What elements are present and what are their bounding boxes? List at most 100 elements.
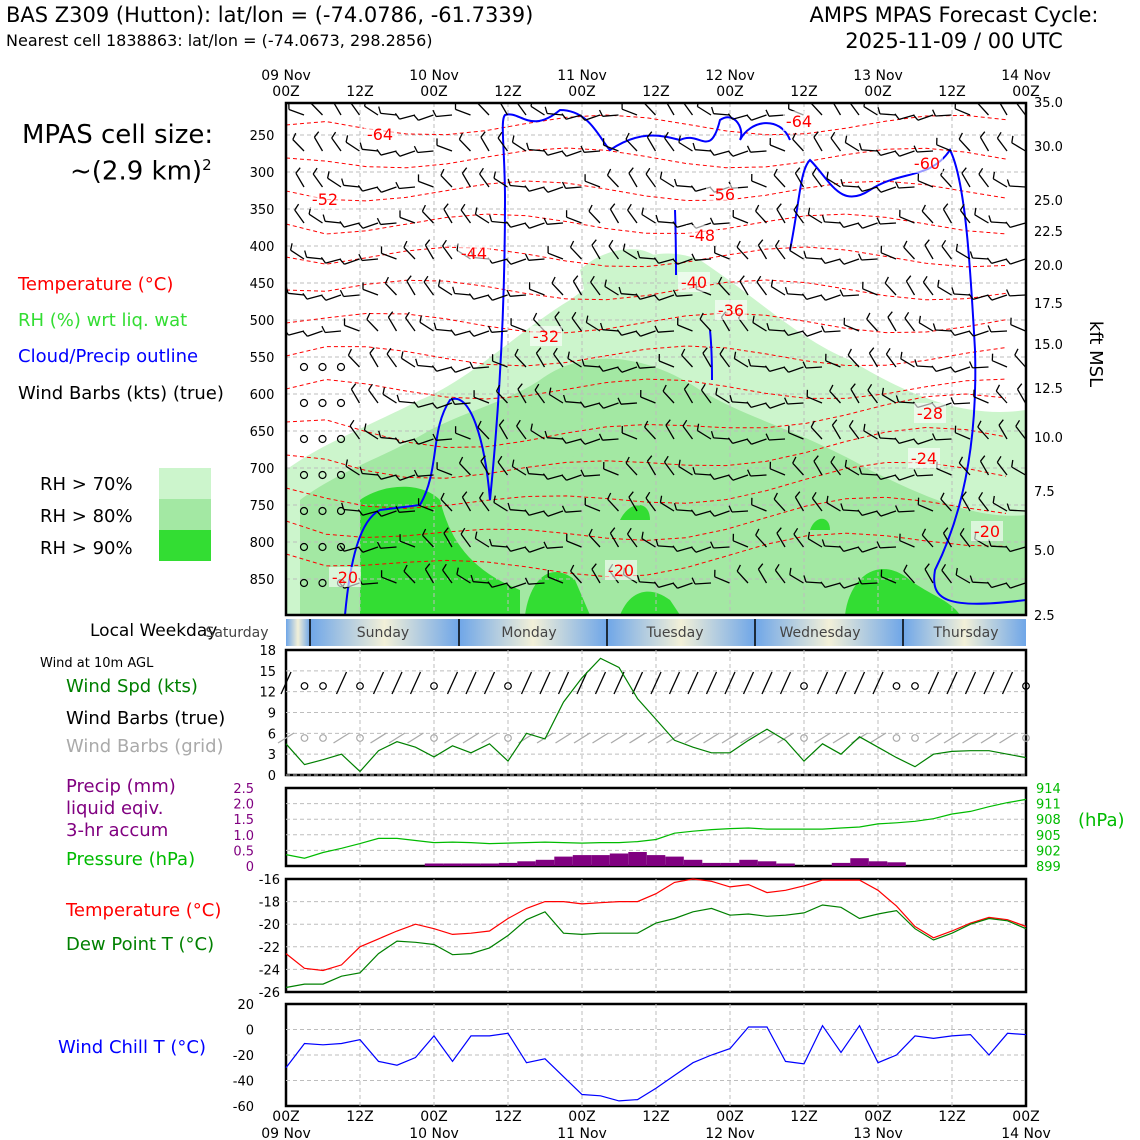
wind-barb-flag — [747, 469, 752, 477]
cell-size-label: MPAS cell size: — [22, 120, 214, 150]
wind-barb-flag — [986, 581, 993, 588]
wind-barb — [384, 282, 397, 296]
isotherm-label: -64 — [367, 125, 393, 144]
wind-barb — [424, 244, 435, 260]
wind-barb-flag — [369, 347, 375, 354]
top-date-label: 14 Nov — [1001, 68, 1051, 84]
wind-barb — [937, 286, 952, 296]
wind-barb — [768, 114, 786, 117]
wind-barb — [591, 568, 601, 584]
wind-barb — [958, 462, 971, 476]
top-date-label: 10 Nov — [409, 68, 459, 84]
wind-barb-flag — [493, 171, 497, 179]
wind-barb-flag — [636, 575, 641, 583]
wind-barb — [628, 172, 638, 188]
wind-barb — [639, 581, 656, 584]
wind-barb-flag — [505, 221, 512, 228]
wind-barb — [935, 329, 952, 332]
wind-barb-flag — [727, 437, 734, 444]
wind-barb-flag — [394, 474, 401, 481]
wind-barb — [978, 173, 990, 188]
wind-barb — [810, 426, 823, 440]
wind-barb — [861, 510, 878, 517]
wind-barb-flag — [394, 113, 401, 120]
wind-barb-flag — [480, 131, 486, 138]
wind-barb — [609, 532, 620, 548]
wind-barb-flag — [313, 131, 320, 138]
wind-barb-flag — [857, 185, 863, 192]
wind-barb-flag — [710, 431, 715, 439]
wind-barb-flag — [357, 185, 364, 192]
wind-barb — [493, 501, 508, 512]
wind-barb — [657, 330, 675, 333]
wind-barb — [676, 222, 693, 228]
precip-y-tick: 0.5 — [233, 844, 254, 859]
precip-bar — [609, 853, 629, 866]
weekday-name: Sunday — [357, 625, 409, 641]
wind-barb — [362, 582, 379, 585]
wind-barb — [380, 474, 397, 480]
wind-barb-flag — [831, 419, 838, 426]
wind-barb-flag — [333, 96, 337, 102]
wind-barb-flag — [530, 103, 533, 107]
wind-barb-flag — [820, 294, 826, 301]
wind-barb-flag — [423, 275, 429, 283]
wind-barb — [440, 174, 453, 188]
wind-barb-grid — [370, 732, 387, 744]
wind-barb — [751, 114, 767, 121]
wind-barb — [436, 114, 453, 118]
wind-barb — [621, 108, 638, 116]
wind-barb-flag — [839, 289, 844, 297]
isotherm-label: -52 — [312, 190, 338, 209]
wind-barb — [866, 318, 878, 332]
wind-barb — [350, 388, 361, 404]
wind-barb — [399, 540, 416, 548]
wind-barb-true — [668, 671, 681, 695]
wind-barb-flag — [681, 348, 686, 356]
legend-sfc-temperature: Temperature (°C) — [66, 900, 222, 921]
wind-barb — [362, 258, 379, 262]
wind-barb-flag — [498, 419, 505, 426]
wind-barb-flag — [810, 420, 815, 428]
station-title: BAS Z309 (Hutton): lat/lon = (-74.0786, … — [6, 3, 534, 27]
wind-barb — [954, 366, 971, 373]
wind-barb — [843, 258, 860, 265]
wind-barb-flag — [366, 312, 371, 320]
windchill-y-tick: 0 — [246, 1024, 254, 1039]
wind-barb — [381, 510, 397, 517]
wind-barb — [713, 437, 730, 440]
bottom-hour-label: 12Z — [642, 1109, 669, 1125]
wind-barb — [842, 185, 860, 188]
wind-barb-flag — [386, 347, 392, 355]
wind-barb-flag — [875, 473, 882, 480]
wind-barb — [473, 396, 490, 404]
wind-barb — [295, 172, 305, 188]
wind-barb-flag — [431, 402, 438, 409]
wind-barb-flag — [702, 347, 708, 354]
wind-y-tick: 12 — [259, 686, 276, 701]
wind-barb-flag — [312, 167, 318, 175]
wind-barb-flag — [359, 142, 363, 150]
wind-barb — [565, 401, 582, 404]
pressure-y-tick: 902 — [1036, 844, 1061, 859]
wind-barb-flag — [321, 325, 326, 333]
wind-barb-flag — [765, 433, 770, 441]
wind-barb — [862, 222, 878, 229]
wind-barb — [787, 402, 804, 405]
wind-barb-flag — [378, 106, 382, 114]
wind-barb — [362, 288, 379, 296]
wind-barb — [842, 509, 860, 512]
wind-barb — [992, 360, 1008, 368]
kft-tick: 30.0 — [1034, 140, 1063, 155]
wind-barb-flag — [1006, 503, 1011, 511]
legend-wind-chill: Wind Chill T (°C) — [58, 1037, 206, 1058]
wind-barb — [955, 432, 971, 440]
kft-tick: 22.5 — [1034, 225, 1063, 240]
wind-barb — [658, 258, 675, 264]
wind-barb — [787, 330, 804, 337]
wind-barb — [958, 138, 971, 152]
wind-barb-flag — [534, 383, 540, 391]
legend-cloud: Cloud/Precip outline — [18, 346, 199, 367]
wind-barb-flag — [580, 469, 585, 477]
wind-barb-flag — [1015, 419, 1021, 427]
